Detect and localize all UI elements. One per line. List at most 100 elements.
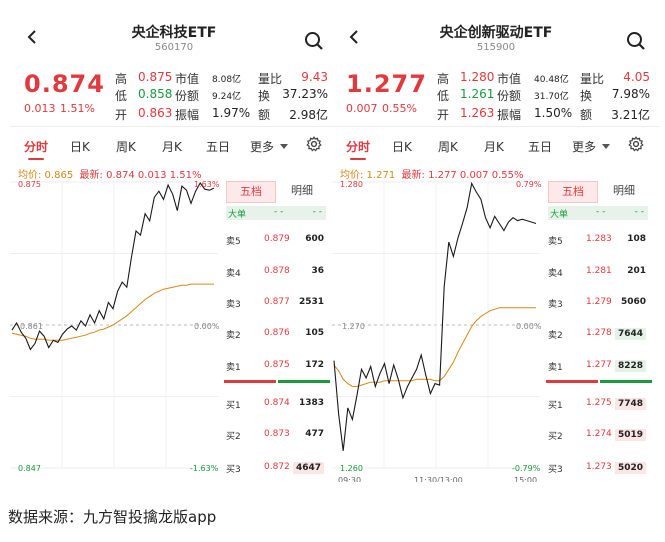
ask-price: 0.879 bbox=[264, 234, 290, 244]
ask-price: 0.878 bbox=[264, 266, 290, 276]
y-bot-pct-label: -1.63% bbox=[190, 464, 219, 473]
quote-high-value: 1.280 bbox=[460, 70, 495, 84]
avg-price-line bbox=[11, 283, 214, 341]
tab-5[interactable]: 更多 bbox=[572, 140, 597, 154]
x-start-label: 09:30 bbox=[338, 476, 362, 482]
quote-mktval-value: 40.48亿 bbox=[534, 75, 569, 85]
tab-1[interactable]: 日K bbox=[70, 140, 90, 154]
chevron-down-icon bbox=[280, 144, 288, 149]
bid-volume: 477 bbox=[305, 429, 324, 439]
tab-0[interactable]: 分时 bbox=[24, 140, 49, 154]
search-icon[interactable] bbox=[626, 31, 646, 51]
chevron-down-icon bbox=[602, 144, 610, 149]
ask-price: 1.278 bbox=[586, 328, 612, 338]
quote-volratio-value: 4.05 bbox=[623, 70, 650, 84]
ask-level-label: 卖4 bbox=[548, 269, 563, 279]
ask-level-label: 卖3 bbox=[226, 300, 241, 310]
quote-high-label: 高 bbox=[437, 72, 450, 86]
ask-level-label: 卖2 bbox=[226, 331, 241, 341]
bid-volume: 5020 bbox=[614, 462, 646, 474]
quote-amount-value: 3.21亿 bbox=[611, 108, 650, 122]
quote-low-value: 1.261 bbox=[460, 87, 495, 101]
search-icon[interactable] bbox=[304, 31, 324, 51]
ask-volume: 105 bbox=[305, 328, 324, 338]
bid-level-label: 买3 bbox=[548, 465, 563, 475]
big-order-label: 大单 bbox=[550, 210, 569, 220]
tab-details[interactable]: 明细 bbox=[291, 184, 313, 197]
ask-volume: 8228 bbox=[614, 360, 646, 372]
intraday-chart[interactable] bbox=[332, 176, 540, 476]
chart-tabs: 分时 日K 周K 月K 五日 更多 bbox=[332, 132, 660, 162]
quote-low-label: 低 bbox=[115, 89, 128, 103]
tab-3[interactable]: 月K bbox=[162, 140, 182, 154]
bid-level-label: 买1 bbox=[548, 401, 563, 411]
x-mid-label: 11:30/13:00 bbox=[414, 476, 463, 482]
y-mid-pct-label: 0.00% bbox=[516, 322, 542, 331]
quote-amount-label: 额 bbox=[258, 108, 271, 122]
price-change: 0.013 bbox=[24, 102, 56, 115]
quote-turnover-label: 换 bbox=[258, 89, 271, 103]
y-top-label: 1.280 bbox=[340, 180, 363, 189]
ask-level-label: 卖5 bbox=[226, 237, 241, 247]
ask-bar bbox=[224, 380, 276, 383]
avg-price-line: 均价: 1.271 最新: 1.277 0.007 0.55% bbox=[340, 166, 523, 181]
latest-text: 最新: 1.277 0.007 0.55% bbox=[401, 170, 524, 181]
tab-4[interactable]: 五日 bbox=[206, 140, 231, 154]
data-source-caption: 数据来源：九方智投擒龙版app bbox=[8, 508, 217, 526]
tab-2[interactable]: 周K bbox=[438, 140, 458, 154]
ask-volume: 600 bbox=[305, 234, 324, 244]
quote-amp-value: 1.50% bbox=[534, 106, 573, 120]
ask-volume: 201 bbox=[627, 266, 646, 276]
price-change: 0.007 bbox=[346, 102, 378, 115]
y-top-label: 0.875 bbox=[18, 180, 41, 189]
fund-title: 央企创新驱动ETF bbox=[439, 25, 553, 41]
gear-icon[interactable] bbox=[628, 136, 644, 152]
ask-price: 1.281 bbox=[586, 266, 612, 276]
ask-price: 0.876 bbox=[264, 328, 290, 338]
current-price: 1.277 bbox=[346, 70, 427, 98]
tab-5[interactable]: 更多 bbox=[250, 140, 275, 154]
tab-details[interactable]: 明细 bbox=[613, 184, 635, 197]
ask-level-label: 卖4 bbox=[226, 269, 241, 279]
quote-high-label: 高 bbox=[115, 72, 128, 86]
tab-2[interactable]: 周K bbox=[116, 140, 136, 154]
quote-amount-value: 2.98亿 bbox=[289, 108, 328, 122]
tab-five-levels[interactable]: 五档 bbox=[548, 181, 598, 203]
quote-open-value: 1.263 bbox=[460, 106, 495, 120]
quote-mktval-label: 市值 bbox=[497, 72, 522, 86]
intraday-chart[interactable] bbox=[10, 176, 218, 476]
quote-shares-label: 份额 bbox=[497, 89, 522, 103]
bid-bar bbox=[600, 380, 652, 383]
avg-price-line bbox=[333, 307, 536, 387]
tab-4[interactable]: 五日 bbox=[528, 140, 553, 154]
ask-volume: 108 bbox=[627, 234, 646, 244]
quote-turnover-value: 37.23% bbox=[282, 87, 328, 101]
quote-shares-value: 9.24亿 bbox=[212, 92, 242, 102]
quote-open-value: 0.863 bbox=[138, 106, 173, 120]
bid-price: 0.874 bbox=[264, 398, 290, 408]
bid-volume: 7748 bbox=[614, 398, 646, 410]
x-end-label: 15:00 bbox=[514, 476, 538, 482]
ask-volume: 36 bbox=[311, 266, 324, 276]
gear-icon[interactable] bbox=[306, 136, 322, 152]
ask-bar bbox=[546, 380, 598, 383]
bid-volume: 5019 bbox=[614, 429, 646, 441]
tab-five-levels[interactable]: 五档 bbox=[226, 181, 276, 203]
order-book: 五档 明细 大单 - - - - 卖5 0.879 600 卖4 0.878 36 卖3 0.… bbox=[224, 176, 330, 482]
big-order-bar: 大单 - - - - bbox=[548, 206, 648, 220]
tab-1[interactable]: 日K bbox=[392, 140, 412, 154]
ask-price: 1.277 bbox=[586, 360, 612, 370]
tab-3[interactable]: 月K bbox=[484, 140, 504, 154]
y-top-pct-label: 1.63% bbox=[194, 180, 220, 189]
quote-mktval-label: 市值 bbox=[175, 72, 200, 86]
quote-low-label: 低 bbox=[437, 89, 450, 103]
y-mid-label: 1.270 bbox=[342, 322, 365, 331]
quote-shares-label: 份额 bbox=[175, 89, 200, 103]
big-order-bar: 大单 - - - - bbox=[226, 206, 326, 220]
tab-0[interactable]: 分时 bbox=[346, 140, 371, 154]
back-arrow-icon[interactable] bbox=[26, 30, 40, 44]
ask-level-label: 卖1 bbox=[548, 363, 563, 373]
bid-price: 0.873 bbox=[264, 429, 290, 439]
back-arrow-icon[interactable] bbox=[348, 30, 362, 44]
left-stock-panel: 央企科技ETF 560170 0.874 0.013 1.51% 高 0.875 低 0.8… bbox=[10, 0, 338, 482]
